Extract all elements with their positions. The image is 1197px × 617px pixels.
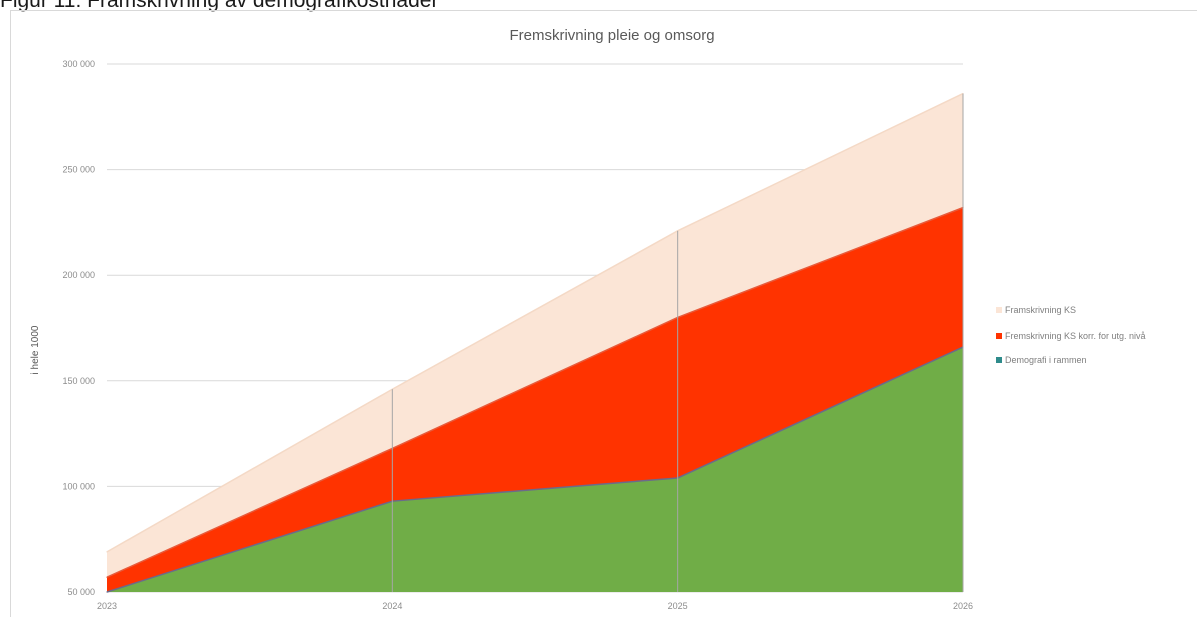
figure-caption: Figur 11: Framskrivning av demografikost… bbox=[0, 0, 439, 12]
legend-swatch bbox=[996, 307, 1002, 313]
data-point bbox=[106, 591, 108, 593]
drop-lines bbox=[391, 93, 964, 592]
y-tick-label: 250 000 bbox=[62, 165, 95, 175]
y-tick-label: 50 000 bbox=[67, 587, 95, 597]
x-tick-label: 2024 bbox=[382, 601, 402, 611]
chart-frame bbox=[10, 10, 1197, 617]
x-axis-ticks: 2023 2024 2025 2026 bbox=[97, 601, 973, 611]
y-tick-label: 100 000 bbox=[62, 481, 95, 491]
x-tick-label: 2025 bbox=[668, 601, 688, 611]
y-tick-label: 200 000 bbox=[62, 270, 95, 280]
legend-label: Demografi i rammen bbox=[1005, 355, 1087, 365]
legend-swatch bbox=[996, 333, 1002, 339]
x-tick-label: 2026 bbox=[953, 601, 973, 611]
y-axis-title: i hele 1000 bbox=[30, 325, 41, 374]
legend-swatch bbox=[996, 357, 1002, 363]
legend-label: Framskrivning KS bbox=[1005, 305, 1076, 315]
series-edge-line bbox=[106, 206, 964, 578]
series-edge-line bbox=[106, 92, 964, 553]
series-edge-line bbox=[106, 346, 964, 593]
data-point bbox=[106, 551, 108, 553]
y-tick-label: 300 000 bbox=[62, 59, 95, 69]
data-point bbox=[106, 576, 108, 578]
area-series bbox=[106, 92, 964, 593]
x-tick-label: 2023 bbox=[97, 601, 117, 611]
y-tick-label: 150 000 bbox=[62, 376, 95, 386]
y-axis-ticks: 50 000 100 000 150 000 200 000 250 000 300 00… bbox=[62, 59, 95, 597]
area-series-3 bbox=[107, 347, 963, 592]
legend: Framskrivning KS Fremskrivning KS korr. f… bbox=[996, 305, 1146, 365]
chart-title: Fremskrivning pleie og omsorg bbox=[509, 27, 714, 44]
legend-label: Fremskrivning KS korr. for utg. nivå bbox=[1005, 331, 1146, 341]
